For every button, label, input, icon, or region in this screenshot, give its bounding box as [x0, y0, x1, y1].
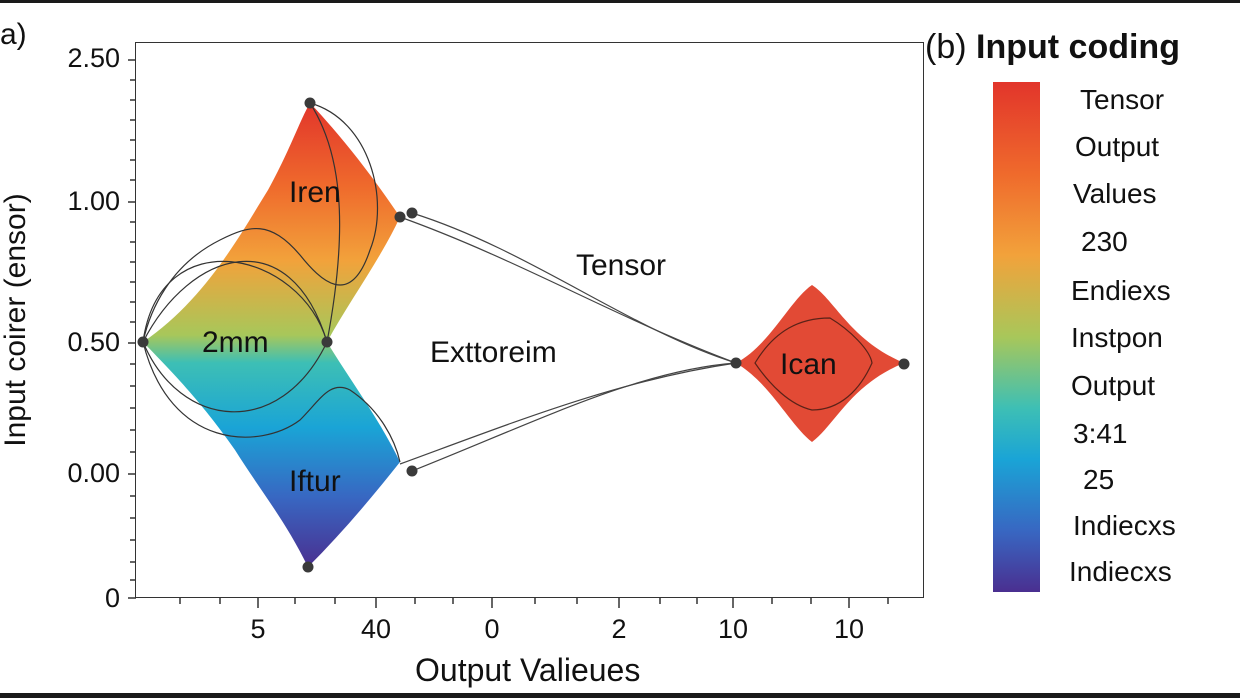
x-tick-label: 10 [833, 614, 865, 644]
node-dot-center [321, 336, 333, 348]
y-tick-label: 0.50 [67, 327, 120, 357]
panel-b-letter: (b) [925, 28, 967, 66]
colorbar-label: Tensor [1080, 84, 1165, 115]
connector-curves [399, 212, 737, 472]
top-border [0, 0, 1240, 3]
panel-a-label: a) [0, 18, 27, 51]
y-axis-ticks [128, 59, 136, 599]
annotation-lower: Exttoreim [430, 336, 557, 369]
colorbar-label: Instpon [1071, 322, 1163, 353]
node-label-top: Iren [289, 176, 341, 209]
x-tick-label: 5 [250, 614, 266, 644]
colorbar-label: 3:41 [1073, 418, 1128, 449]
y-tick-label: 1.00 [67, 186, 120, 216]
node-dot-top [304, 97, 316, 109]
colorbar-label: 230 [1081, 226, 1128, 257]
bottom-border [0, 693, 1240, 698]
left-loop-curves [142, 102, 401, 463]
node-label-middle: 2mm [202, 326, 269, 359]
plot-area [135, 42, 924, 598]
right-node-inner-curve [754, 317, 873, 411]
panel-b-heading: Input coding [976, 28, 1180, 66]
colorbar-label: Indiecxs [1073, 510, 1176, 541]
node-dot-left [137, 336, 149, 348]
node-dot-right-in [730, 357, 742, 369]
colorbar-label: Indiecxs [1069, 556, 1172, 587]
right-node-shape [736, 285, 904, 442]
node-label-right: Ican [780, 348, 837, 381]
left-gradient-shape [143, 103, 400, 567]
colorbar-label: Values [1073, 178, 1157, 209]
node-dot-upper-right [394, 211, 406, 223]
x-axis-label: Output Valieues [415, 652, 641, 688]
node-dot-upper-right-2 [406, 207, 418, 219]
y-tick-label: 2.50 [67, 43, 120, 73]
colorbar [993, 82, 1040, 592]
node-dots [137, 97, 910, 573]
x-axis-ticks [179, 598, 889, 608]
colorbar-label: Output [1071, 370, 1156, 401]
x-tick-label: 2 [611, 614, 627, 644]
colorbar-label: 25 [1083, 464, 1115, 495]
y-tick-label: 0.00 [67, 458, 120, 488]
colorbar-label: Endiexs [1071, 275, 1171, 306]
node-label-bottom: Iftur [289, 465, 341, 498]
colorbar-label: Output [1075, 131, 1160, 162]
x-tick-label: 0 [484, 614, 500, 644]
node-dot-bottom [302, 561, 314, 573]
panel-b-title: (b) Input coding [925, 28, 1180, 67]
y-tick-label: 0 [104, 583, 120, 613]
annotation-upper: Tensor [576, 249, 667, 282]
node-dot-right-out [898, 358, 910, 370]
x-tick-label: 40 [360, 614, 392, 644]
node-dot-lower-right [406, 465, 418, 477]
x-tick-label: 10 [717, 614, 749, 644]
